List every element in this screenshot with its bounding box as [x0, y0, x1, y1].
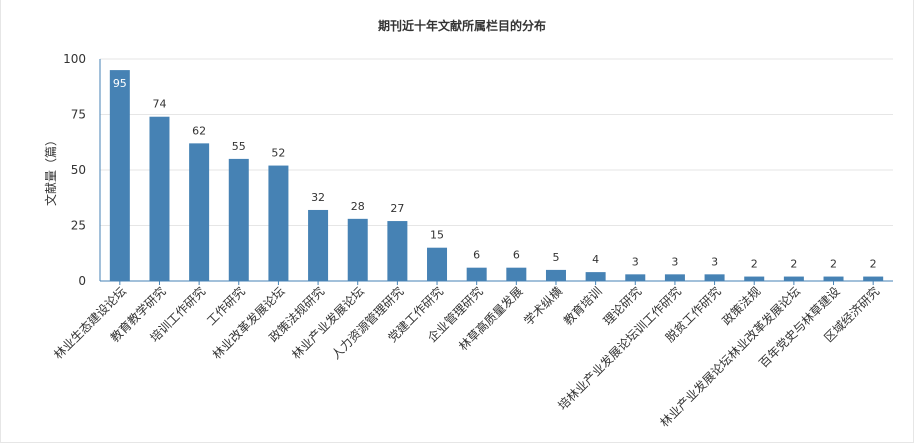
x-tick-label: 林业产业发展论坛 [288, 284, 366, 362]
data-label: 95 [113, 77, 127, 90]
data-label: 3 [671, 255, 678, 268]
bar [466, 267, 487, 281]
bar [268, 165, 289, 281]
data-label: 2 [870, 258, 877, 271]
bar [308, 209, 329, 281]
bar [228, 158, 249, 281]
data-label: 32 [311, 191, 325, 204]
bar [149, 116, 170, 281]
x-tick-label: 教育培训 [560, 284, 605, 329]
data-label: 4 [592, 253, 599, 266]
bar [189, 143, 210, 281]
bar [863, 276, 884, 281]
bars [109, 70, 884, 281]
data-label: 3 [711, 255, 718, 268]
y-tick-label: 0 [78, 274, 86, 288]
data-label: 5 [552, 251, 559, 264]
data-label: 15 [430, 229, 444, 242]
bar [387, 221, 408, 281]
bar [506, 267, 527, 281]
y-tick-label: 50 [71, 163, 86, 177]
x-tick-label: 学术纵横 [521, 284, 566, 329]
x-tick-label: 人力资源管理研究 [328, 284, 406, 362]
bar [783, 276, 804, 281]
bar [545, 269, 566, 281]
x-axis-ticks: 林业生态建设论坛教育教学研究培训工作研究工作研究林业改革发展论坛政策法规研究林业… [51, 281, 882, 430]
bar [823, 276, 844, 281]
x-tick-label: 林业生态建设论坛 [51, 284, 129, 362]
bar [347, 218, 368, 281]
data-label: 74 [152, 98, 166, 111]
data-label: 2 [751, 258, 758, 271]
data-label: 2 [790, 258, 797, 271]
bar [625, 274, 646, 281]
data-label: 55 [232, 140, 246, 153]
chart-title: 期刊近十年文献所属栏目的分布 [378, 18, 546, 33]
y-tick-label: 75 [71, 108, 86, 122]
data-label: 28 [351, 200, 365, 213]
data-label: 52 [271, 147, 285, 160]
data-label: 2 [830, 258, 837, 271]
bar [585, 272, 606, 281]
bar [109, 70, 130, 281]
y-axis-label: 文献量（篇） [43, 134, 58, 206]
data-label: 6 [513, 249, 520, 262]
bar [744, 276, 765, 281]
bar [664, 274, 685, 281]
y-tick-label: 25 [71, 219, 86, 233]
x-tick-label: 林业改革发展论坛 [209, 284, 287, 362]
bar [704, 274, 725, 281]
y-tick-label: 100 [63, 52, 86, 66]
x-tick-label: 林业产业发展论坛林业改革发展论坛 [657, 284, 803, 430]
data-label: 6 [473, 249, 480, 262]
y-axis-ticks: 0 25 50 75 100 [63, 52, 86, 288]
grid [100, 58, 893, 226]
data-label: 62 [192, 124, 206, 137]
data-label: 3 [632, 255, 639, 268]
bar [427, 247, 448, 281]
data-label: 27 [390, 202, 404, 215]
